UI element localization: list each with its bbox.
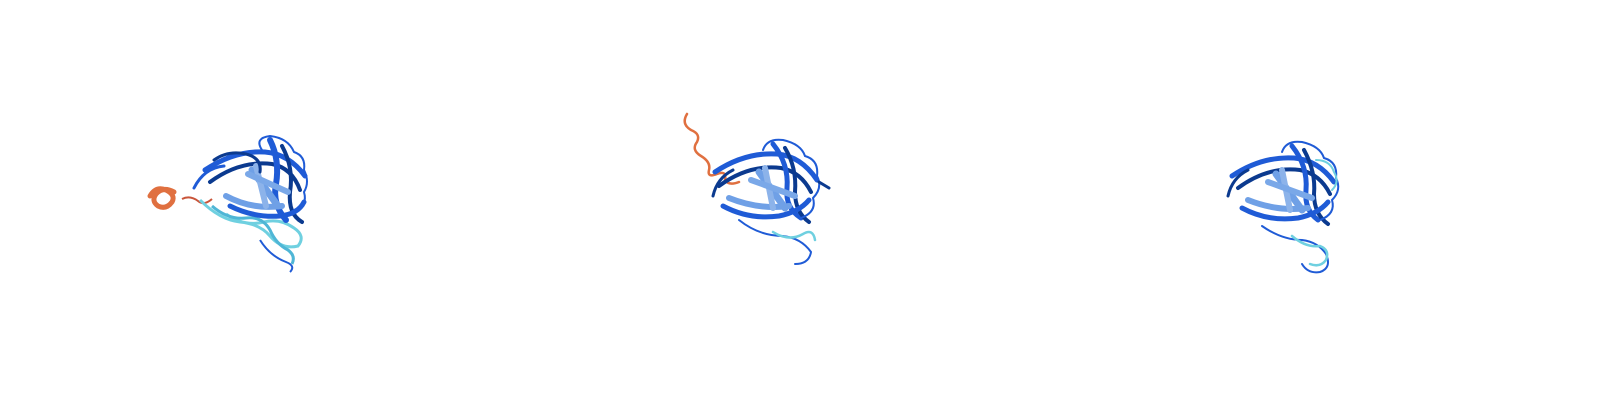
loop: [259, 239, 294, 273]
linker: [181, 196, 213, 205]
structure-panel-2: [533, 0, 1066, 400]
propeller-core: [1226, 140, 1340, 274]
propeller-core: [192, 134, 308, 224]
helix-coil: [147, 186, 177, 210]
protein-structure-2: [683, 112, 831, 265]
protein-structure-1: [147, 134, 308, 273]
loop: [211, 204, 295, 265]
propeller-core: [711, 138, 831, 265]
structure-panel-1: [0, 0, 533, 400]
tail-coil: [683, 112, 741, 185]
structure-panel-3: [1066, 0, 1599, 400]
protein-structure-3: [1226, 140, 1340, 274]
